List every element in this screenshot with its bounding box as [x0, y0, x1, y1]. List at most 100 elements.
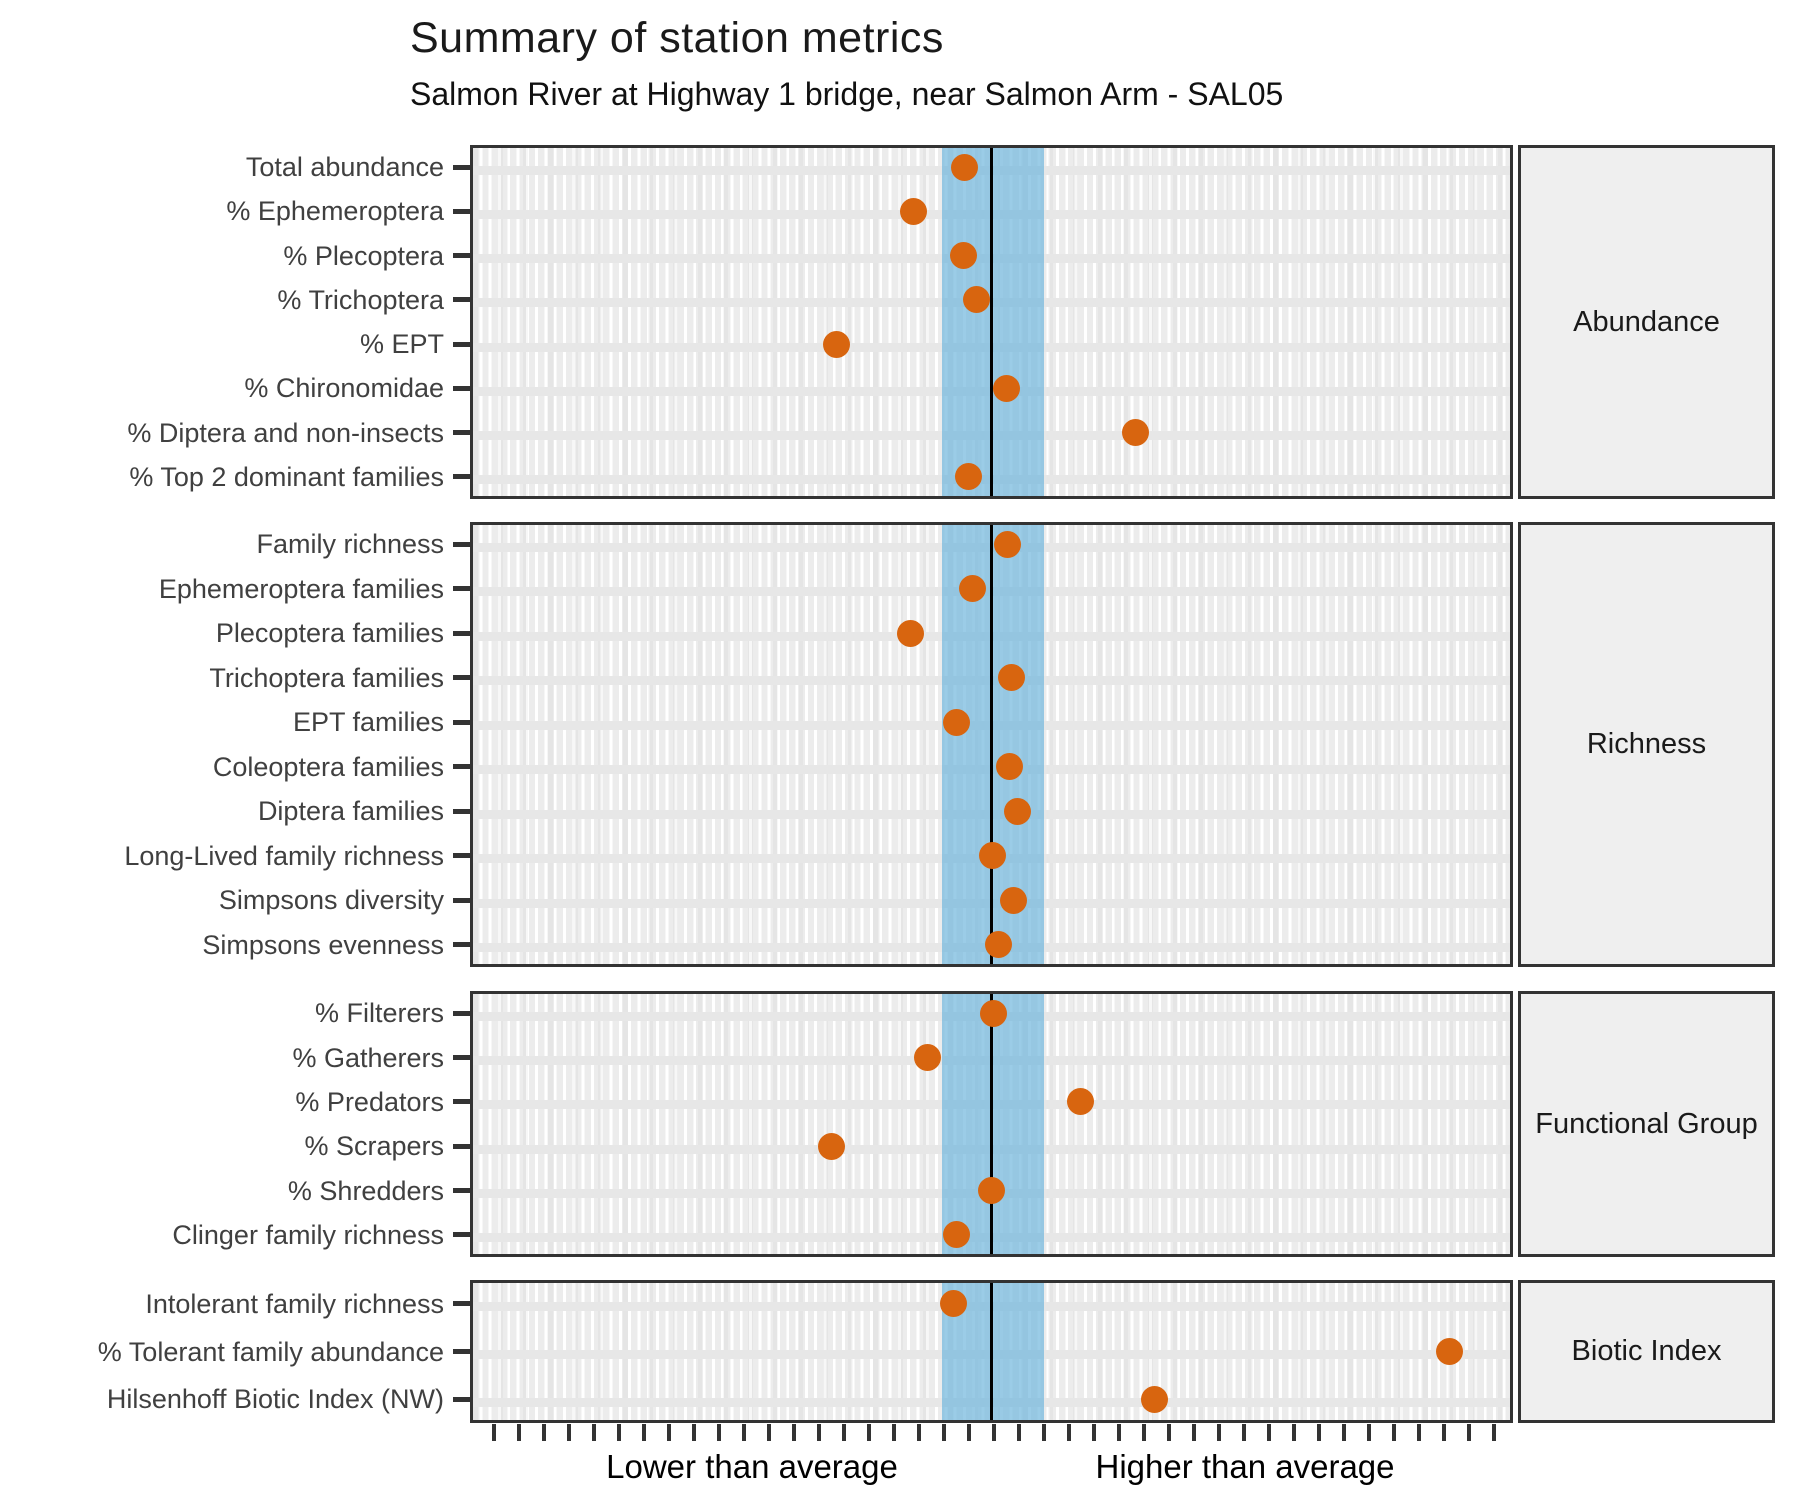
x-axis-tick [917, 1424, 921, 1441]
y-axis-tick [453, 474, 470, 480]
y-axis-tick [453, 853, 470, 859]
y-axis-tick [453, 297, 470, 303]
data-point [978, 1177, 1005, 1204]
average-band [942, 148, 1044, 496]
y-axis-label: Coleoptera families [212, 751, 444, 782]
average-line [990, 994, 993, 1254]
average-line [990, 525, 993, 964]
x-axis-tick [667, 1424, 671, 1441]
y-axis-label: Simpsons diversity [218, 885, 444, 916]
y-axis-tick [453, 253, 470, 259]
x-axis-label-higher: Higher than average [1095, 1448, 1395, 1485]
y-axis-tick [453, 341, 470, 347]
y-axis-tick [453, 208, 470, 214]
x-axis-tick [592, 1424, 596, 1441]
y-axis-label: % Trichoptera [277, 284, 444, 315]
y-axis-tick [453, 586, 470, 592]
y-axis-label: Total abundance [245, 152, 444, 183]
x-axis-tick [767, 1424, 771, 1441]
y-axis-tick [453, 164, 470, 170]
y-axis-tick [453, 541, 470, 547]
data-point [822, 330, 850, 358]
x-axis-tick [1092, 1424, 1096, 1441]
y-axis-tick [453, 942, 470, 948]
y-axis-tick [453, 1396, 470, 1402]
x-axis-tick [1142, 1424, 1146, 1441]
x-axis-tick [1317, 1424, 1321, 1441]
data-point [959, 575, 987, 603]
x-axis-tick [792, 1424, 796, 1441]
x-axis-tick [1117, 1424, 1121, 1441]
y-axis-label: % Scrapers [304, 1131, 444, 1162]
facet-strip-1: Abundance [1518, 145, 1775, 499]
data-point [818, 1132, 846, 1160]
y-axis-label: Trichoptera families [209, 662, 444, 693]
x-axis-tick [1042, 1424, 1046, 1441]
facet-strip-4: Biotic Index [1518, 1280, 1775, 1423]
data-point [914, 1044, 942, 1071]
x-axis-tick [492, 1424, 496, 1441]
y-axis-label: Intolerant family richness [145, 1288, 444, 1319]
x-axis-tick [842, 1424, 846, 1441]
x-axis-tick [1167, 1424, 1171, 1441]
data-point [980, 999, 1008, 1027]
x-axis-tick [892, 1424, 896, 1441]
x-axis-tick [617, 1424, 621, 1441]
data-point [1004, 797, 1032, 825]
y-axis-label: % Chironomidae [244, 373, 444, 404]
facet-strip-label: Abundance [1573, 305, 1720, 338]
x-axis-tick [967, 1424, 971, 1441]
y-axis-tick [453, 808, 470, 814]
data-point [955, 463, 983, 491]
y-axis-label: % Diptera and non-insects [127, 417, 444, 448]
y-axis-label: % Predators [295, 1086, 444, 1117]
data-point [950, 153, 978, 181]
data-point [940, 1290, 968, 1318]
y-axis-label: % Shredders [287, 1175, 444, 1206]
x-axis-tick [942, 1424, 946, 1441]
y-axis-label: Clinger family richness [172, 1219, 444, 1250]
x-axis-tick [742, 1424, 746, 1441]
y-axis-tick [453, 430, 470, 436]
y-axis-tick [453, 630, 470, 636]
data-point [1066, 1088, 1094, 1116]
x-axis-tick [1242, 1424, 1246, 1441]
average-line [990, 148, 993, 496]
x-axis-tick [517, 1424, 521, 1441]
x-axis-tick [642, 1424, 646, 1441]
x-axis-tick [542, 1424, 546, 1441]
plot-panel-1 [470, 145, 1513, 499]
data-point [896, 619, 924, 647]
y-axis-tick [453, 1143, 470, 1149]
x-axis-tick [992, 1424, 996, 1441]
x-axis-tick [1217, 1424, 1221, 1441]
y-axis-tick [453, 897, 470, 903]
data-point [979, 842, 1007, 870]
x-axis-tick [1292, 1424, 1296, 1441]
y-axis-tick [453, 1301, 470, 1307]
y-axis-tick [453, 1010, 470, 1016]
facet-strip-3: Functional Group [1518, 991, 1775, 1257]
data-point [997, 664, 1025, 692]
data-point [985, 931, 1013, 959]
x-axis-tick [1392, 1424, 1396, 1441]
y-axis-tick [453, 1349, 470, 1354]
x-axis-tick [867, 1424, 871, 1441]
x-axis-tick [567, 1424, 571, 1441]
y-axis-label: % Filterers [314, 998, 444, 1029]
data-point [995, 753, 1023, 781]
y-axis-tick [453, 1232, 470, 1238]
x-axis-tick [717, 1424, 721, 1441]
y-axis-label: % Ephemeroptera [226, 196, 444, 227]
plot-panel-2 [470, 522, 1513, 967]
y-axis-label: % Top 2 dominant families [129, 461, 444, 492]
average-band [942, 994, 1044, 1254]
data-point [993, 530, 1021, 558]
x-axis-tick [1367, 1424, 1371, 1441]
x-axis-tick [1017, 1424, 1021, 1441]
data-point [942, 1221, 970, 1249]
y-axis-label: % Gatherers [292, 1042, 444, 1073]
y-axis-label: Ephemeroptera families [158, 573, 444, 604]
y-axis-tick [453, 719, 470, 725]
plot-panel-3 [470, 991, 1513, 1257]
